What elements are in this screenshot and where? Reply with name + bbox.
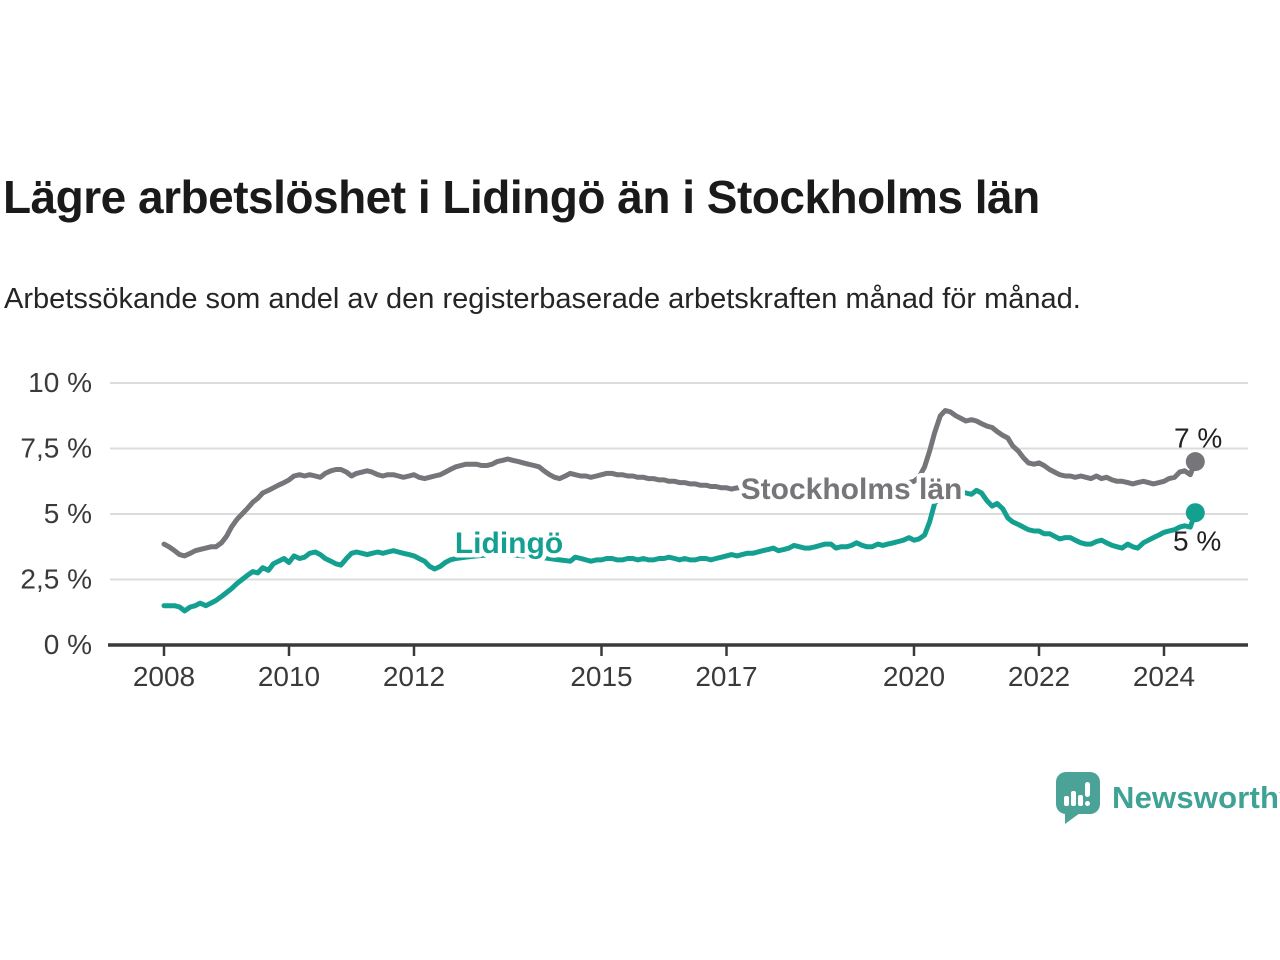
x-axis-tick-label: 2015: [570, 661, 632, 692]
x-axis-tick-label: 2012: [383, 661, 445, 692]
y-axis-tick-label: 2,5 %: [20, 564, 92, 595]
x-axis-tick-label: 2017: [695, 661, 757, 692]
series-label-stockholms-lan: Stockholms län: [741, 473, 963, 506]
end-value-label-stockholms-lan: 7 %: [1174, 423, 1222, 454]
x-axis-tick-label: 2022: [1008, 661, 1070, 692]
newsworthy-logo: Newsworthy: [1056, 772, 1280, 824]
y-axis-tick-label: 10 %: [28, 367, 92, 398]
x-axis-tick-label: 2008: [133, 661, 195, 692]
bar-chart-speech-bubble-icon: [1056, 772, 1100, 824]
chart-subtitle: Arbetssökande som andel av den registerb…: [4, 283, 1081, 315]
end-value-label-lidingo: 5 %: [1173, 526, 1221, 557]
end-dot-lidingo: [1185, 503, 1205, 523]
y-axis-tick-label: 7,5 %: [20, 433, 92, 464]
series-line-stockholms-lan: [161, 408, 1198, 559]
x-axis-tick-label: 2024: [1133, 661, 1195, 692]
end-dot-stockholms-lan: [1185, 452, 1205, 472]
x-axis-tick-label: 2020: [883, 661, 945, 692]
x-axis-tick-label: 2010: [258, 661, 320, 692]
y-axis-tick-label: 0 %: [44, 629, 92, 660]
y-axis-tick-label: 5 %: [44, 498, 92, 529]
page-title: Lägre arbetslöshet i Lidingö än i Stockh…: [3, 170, 1040, 223]
unemployment-line-chart: 0 % 2,5 % 5 % 7,5 % 10 % Stockholms län Liding…: [20, 367, 1248, 692]
series-line-lidingo: [161, 487, 1198, 614]
series-label-lidingo: Lidingö: [455, 527, 563, 560]
logo-wordmark: Newsworthy: [1112, 780, 1280, 815]
